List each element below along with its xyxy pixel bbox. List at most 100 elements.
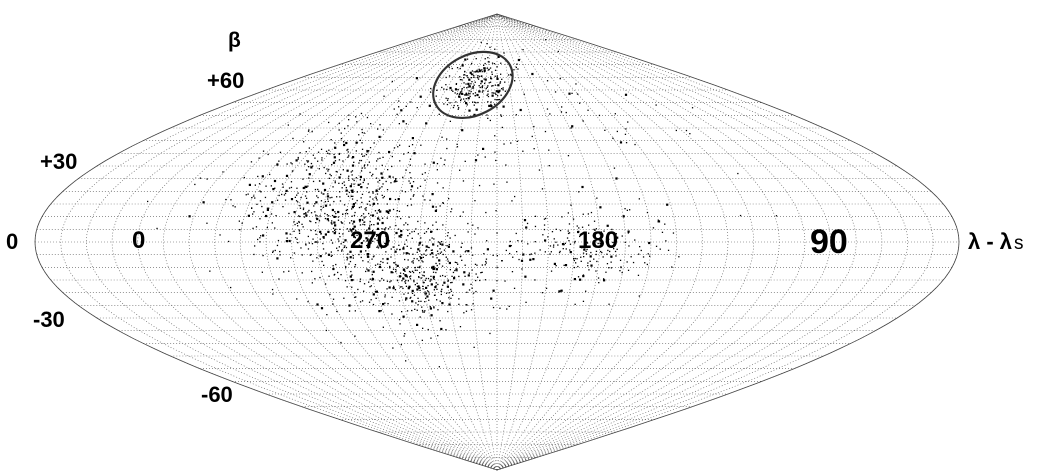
- data-point: [490, 78, 493, 80]
- data-point: [516, 63, 518, 65]
- data-point: [486, 248, 489, 251]
- data-point: [354, 296, 356, 298]
- data-point: [381, 217, 384, 219]
- data-point: [369, 204, 371, 206]
- data-point: [459, 96, 461, 98]
- data-point: [381, 164, 383, 166]
- data-point: [381, 232, 383, 234]
- data-point: [363, 221, 365, 223]
- data-point: [441, 86, 443, 89]
- data-point: [496, 66, 498, 68]
- data-point: [626, 261, 628, 263]
- data-point: [297, 201, 299, 203]
- data-point: [375, 189, 377, 191]
- data-point: [333, 221, 336, 224]
- data-point: [351, 215, 353, 217]
- data-point: [387, 211, 390, 214]
- data-point: [538, 169, 541, 171]
- data-point: [588, 232, 590, 234]
- data-point: [437, 309, 439, 311]
- data-point: [611, 228, 613, 231]
- data-point: [484, 82, 486, 84]
- data-point: [325, 329, 327, 332]
- data-point: [496, 77, 499, 80]
- data-point: [485, 87, 487, 90]
- data-point: [307, 211, 309, 213]
- data-point: [481, 264, 483, 266]
- data-point: [425, 297, 427, 299]
- data-point: [427, 227, 429, 230]
- data-point: [293, 230, 295, 232]
- data-point: [579, 102, 581, 104]
- data-point: [317, 160, 319, 162]
- data-point: [329, 293, 331, 296]
- data-point: [282, 186, 284, 188]
- data-point: [436, 288, 438, 290]
- data-point: [343, 143, 346, 147]
- data-point: [330, 175, 332, 177]
- data-point: [369, 286, 371, 288]
- data-point: [349, 256, 352, 259]
- data-point: [610, 255, 613, 258]
- data-point: [689, 133, 691, 135]
- data-point: [284, 199, 287, 201]
- data-point: [487, 117, 489, 119]
- data-point: [349, 260, 352, 263]
- data-point: [443, 281, 446, 284]
- data-point: [400, 233, 403, 237]
- grid-meridian: [496, 13, 652, 471]
- data-point: [378, 135, 381, 138]
- data-point: [379, 246, 381, 248]
- data-point: [571, 92, 573, 94]
- data-point: [347, 177, 350, 179]
- data-point: [500, 94, 502, 96]
- data-point: [337, 271, 339, 274]
- data-point: [448, 66, 450, 68]
- data-point: [462, 93, 464, 95]
- data-point: [554, 91, 557, 93]
- data-point: [395, 263, 397, 266]
- data-point: [400, 236, 402, 238]
- data-point: [458, 93, 461, 95]
- data-point: [490, 76, 492, 78]
- data-point: [388, 286, 391, 289]
- data-point: [389, 267, 391, 269]
- data-point: [448, 303, 451, 306]
- data-point: [403, 293, 405, 295]
- data-point: [327, 200, 329, 202]
- data-point: [334, 146, 337, 149]
- data-point: [428, 293, 430, 295]
- data-point: [468, 85, 471, 88]
- data-point: [334, 182, 336, 184]
- data-point: [388, 212, 390, 214]
- data-point: [424, 301, 426, 303]
- data-point: [368, 241, 371, 244]
- data-point: [365, 237, 368, 240]
- data-point: [344, 127, 346, 130]
- data-point: [563, 264, 565, 266]
- data-point: [382, 129, 384, 131]
- data-point: [364, 164, 366, 166]
- data-point: [354, 266, 356, 268]
- data-point: [549, 253, 551, 255]
- data-point: [398, 123, 400, 125]
- data-point: [395, 224, 397, 227]
- data-point: [453, 277, 456, 280]
- data-point: [468, 109, 471, 112]
- data-point: [438, 263, 441, 265]
- data-point: [253, 253, 255, 256]
- data-point: [336, 196, 338, 198]
- data-point: [410, 189, 412, 191]
- data-point: [463, 271, 466, 274]
- data-point: [443, 88, 445, 90]
- data-point: [368, 200, 371, 202]
- data-point: [259, 200, 262, 202]
- data-point: [423, 281, 425, 284]
- data-point: [480, 69, 482, 71]
- data-point: [332, 231, 334, 233]
- data-point: [432, 265, 435, 268]
- data-point: [419, 316, 421, 318]
- data-point: [379, 263, 381, 266]
- data-point: [324, 217, 327, 220]
- data-point: [396, 279, 399, 282]
